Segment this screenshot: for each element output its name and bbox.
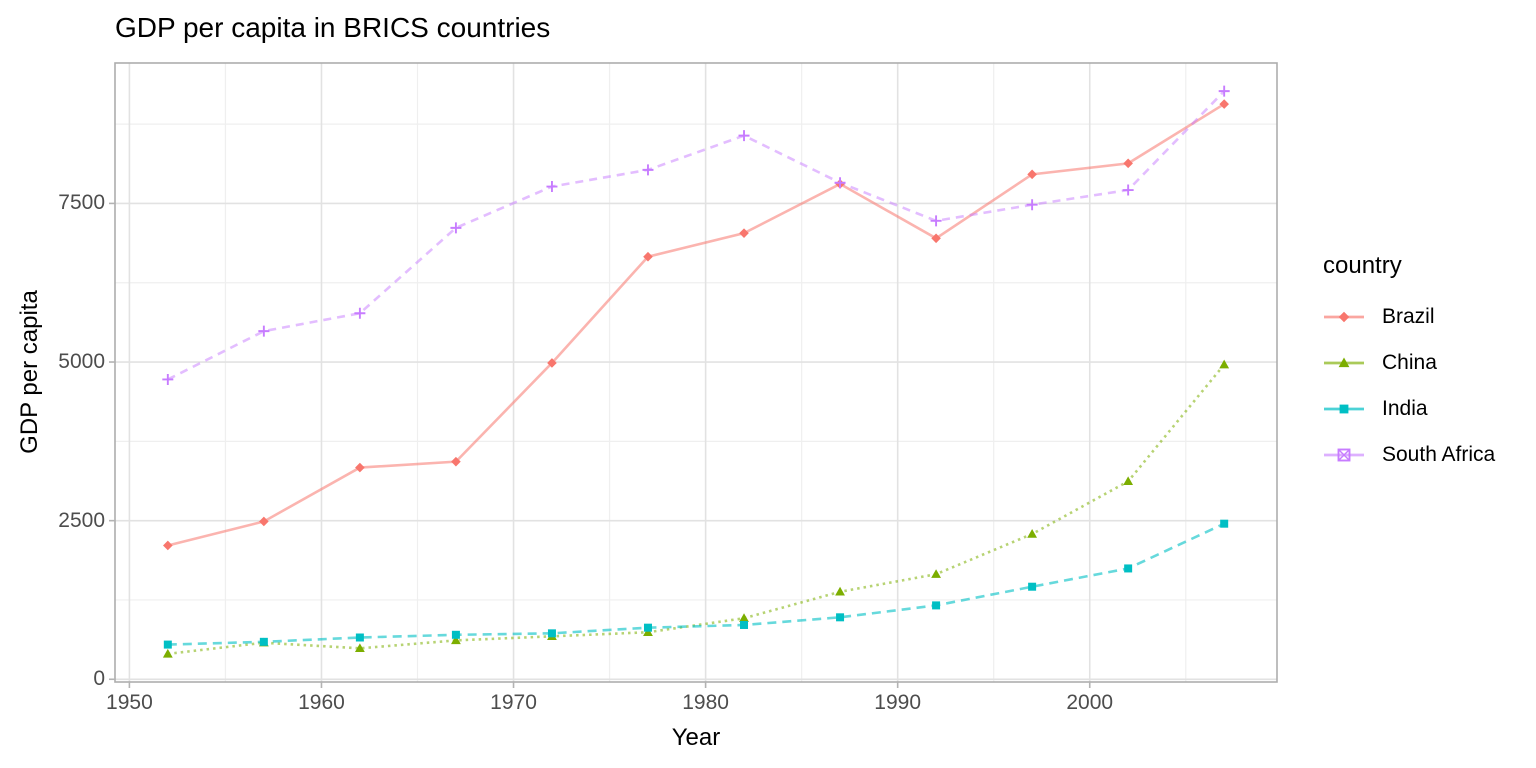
y-axis-title: GDP per capita: [16, 290, 43, 454]
y-tick-label: 5000: [58, 350, 105, 374]
legend-entry-brazil: Brazil: [1322, 302, 1495, 332]
point-marker: [355, 462, 365, 473]
plot-panel: [115, 63, 1277, 682]
india-line-marker-icon: [1324, 404, 1364, 414]
x-axis-title: Year: [671, 724, 721, 751]
point-marker: [258, 325, 270, 337]
point-marker: [1124, 564, 1133, 573]
legend-label-india: India: [1382, 397, 1428, 420]
point-marker: [1027, 529, 1038, 538]
legend-label-china: China: [1382, 351, 1437, 374]
line-china: [167, 363, 1226, 656]
point-marker: [739, 228, 749, 238]
x-tick-label: 1950: [106, 691, 153, 714]
point-marker: [1028, 582, 1037, 591]
x-tick-label: 2000: [1066, 691, 1114, 714]
line-india: [167, 522, 1225, 646]
point-marker: [547, 358, 557, 368]
line-brazil: [167, 102, 1225, 547]
point-marker: [162, 373, 174, 385]
point-marker: [1122, 184, 1134, 196]
point-marker: [163, 640, 172, 649]
point-marker: [354, 307, 366, 319]
china-line-marker-icon: [1324, 357, 1364, 368]
point-marker: [547, 629, 556, 638]
point-marker: [1219, 99, 1229, 109]
point-marker: [930, 215, 942, 227]
point-marker: [546, 181, 558, 193]
legend-label-south-africa: South Africa: [1382, 443, 1496, 466]
point-marker: [836, 613, 845, 622]
x-tick-label: 1970: [490, 691, 537, 714]
point-marker: [451, 630, 460, 639]
point-marker: [1219, 359, 1230, 369]
panel-border: [114, 62, 1278, 683]
x-tick-label: 1980: [682, 691, 729, 714]
point-marker: [259, 637, 268, 646]
brazil-line-marker-icon: [1324, 311, 1364, 323]
point-marker: [1338, 357, 1350, 368]
chart-title: GDP per capita in BRICS countries: [115, 12, 551, 43]
y-tick-label: 0: [93, 667, 105, 691]
point-marker: [931, 569, 941, 578]
point-marker: [738, 130, 750, 142]
point-marker: [1123, 158, 1133, 169]
y-tick-label: 7500: [58, 191, 105, 215]
point-marker: [1218, 85, 1230, 97]
line-south-africa: [167, 90, 1226, 381]
legend-entry-china: China: [1322, 348, 1495, 378]
point-marker: [162, 648, 173, 658]
point-marker: [1339, 404, 1349, 414]
point-marker: [739, 613, 749, 622]
point-marker: [163, 540, 173, 551]
point-marker: [643, 623, 652, 632]
point-marker: [834, 177, 846, 189]
south-africa-line-marker-icon: [1324, 448, 1364, 462]
point-marker: [354, 643, 365, 653]
point-marker: [1123, 476, 1134, 486]
point-marker: [642, 164, 654, 176]
point-marker: [451, 635, 461, 645]
legend: country Brazil China India South Africa: [1322, 252, 1495, 486]
point-marker: [1337, 448, 1351, 462]
point-marker: [931, 233, 941, 244]
point-marker: [1026, 199, 1038, 211]
legend-label-brazil: Brazil: [1382, 305, 1435, 328]
point-marker: [1338, 449, 1350, 461]
point-marker: [835, 586, 845, 596]
point-marker: [1220, 519, 1229, 528]
point-marker: [740, 620, 749, 629]
x-tick-label: 1990: [874, 691, 922, 714]
x-tick-label: 1960: [298, 691, 345, 714]
point-marker: [1338, 311, 1350, 323]
point-marker: [643, 251, 653, 262]
point-marker: [259, 516, 269, 527]
legend-entry-india: India: [1322, 394, 1495, 424]
point-marker: [451, 456, 461, 467]
legend-title: country: [1323, 252, 1402, 279]
point-marker: [1027, 169, 1037, 180]
point-marker: [450, 222, 462, 234]
y-tick-label: 2500: [58, 508, 105, 532]
legend-entry-south-africa: South Africa: [1322, 440, 1495, 470]
point-marker: [355, 633, 364, 642]
point-marker: [932, 601, 941, 610]
